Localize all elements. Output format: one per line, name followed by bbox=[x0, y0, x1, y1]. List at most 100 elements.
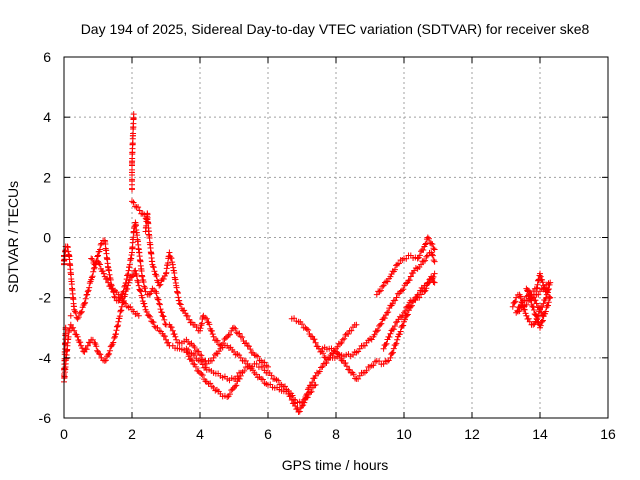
data-point bbox=[156, 282, 163, 289]
data-point bbox=[88, 274, 95, 281]
data-point bbox=[311, 336, 318, 343]
data-point bbox=[181, 307, 188, 314]
data-point bbox=[523, 312, 530, 319]
data-point bbox=[135, 204, 142, 211]
data-point bbox=[545, 299, 552, 306]
data-point bbox=[254, 353, 261, 360]
data-point bbox=[165, 339, 172, 346]
data-point bbox=[348, 327, 355, 334]
data-point bbox=[99, 268, 106, 275]
data-point bbox=[383, 340, 390, 347]
data-point bbox=[239, 334, 246, 341]
data-point bbox=[538, 309, 545, 316]
data-point bbox=[407, 273, 414, 280]
data-point bbox=[422, 257, 429, 264]
x-tick-label: 16 bbox=[600, 426, 616, 442]
data-point bbox=[153, 290, 160, 297]
data-point bbox=[389, 349, 396, 356]
data-point bbox=[429, 252, 436, 259]
data-point bbox=[543, 304, 550, 311]
data-point bbox=[429, 251, 436, 258]
data-point bbox=[546, 295, 553, 302]
data-point bbox=[319, 363, 326, 370]
data-point bbox=[311, 382, 318, 389]
data-point bbox=[126, 277, 133, 284]
data-point bbox=[186, 316, 193, 323]
data-point bbox=[428, 240, 435, 247]
data-point bbox=[259, 376, 266, 383]
data-point bbox=[250, 367, 257, 374]
data-point bbox=[389, 300, 396, 307]
data-point bbox=[421, 288, 428, 295]
data-point bbox=[380, 282, 387, 289]
x-axis-label: GPS time / hours bbox=[282, 457, 389, 473]
data-point bbox=[71, 327, 78, 334]
data-point bbox=[162, 320, 169, 327]
data-point bbox=[517, 303, 524, 310]
data-point bbox=[528, 302, 535, 309]
data-point bbox=[541, 284, 548, 291]
data-point bbox=[159, 312, 166, 319]
data-point bbox=[129, 273, 135, 280]
data-point bbox=[91, 339, 98, 346]
y-tick-label: 2 bbox=[43, 169, 51, 185]
data-point bbox=[418, 261, 424, 268]
data-point bbox=[295, 408, 302, 415]
data-point bbox=[539, 312, 546, 319]
data-point bbox=[309, 379, 316, 386]
data-point bbox=[396, 331, 403, 338]
data-point bbox=[342, 331, 349, 338]
data-point bbox=[232, 383, 239, 390]
data-point bbox=[301, 399, 308, 406]
data-point bbox=[423, 253, 430, 260]
data-point bbox=[399, 312, 406, 319]
data-point bbox=[90, 268, 97, 275]
data-point bbox=[420, 247, 427, 254]
data-point bbox=[191, 344, 198, 351]
data-point bbox=[105, 351, 112, 358]
data-point bbox=[190, 360, 197, 367]
data-point bbox=[66, 327, 73, 334]
data-point bbox=[304, 386, 311, 393]
data-point bbox=[84, 291, 91, 298]
data-point bbox=[101, 357, 108, 364]
data-point bbox=[342, 359, 349, 366]
y-tick-label: 0 bbox=[43, 230, 51, 246]
data-point bbox=[150, 319, 157, 326]
data-point bbox=[307, 333, 314, 340]
data-point bbox=[82, 299, 89, 306]
data-point bbox=[130, 199, 137, 206]
data-point bbox=[387, 354, 394, 361]
data-point bbox=[84, 342, 91, 349]
data-point bbox=[400, 286, 407, 293]
data-point bbox=[394, 336, 401, 343]
data-point bbox=[206, 321, 213, 328]
data-point bbox=[312, 381, 319, 388]
x-tick-label: 4 bbox=[196, 426, 204, 442]
x-tick-label: 2 bbox=[128, 426, 136, 442]
data-point bbox=[253, 371, 260, 378]
data-point bbox=[70, 324, 77, 331]
data-point bbox=[547, 294, 554, 301]
data-point bbox=[373, 291, 380, 298]
data-point bbox=[110, 339, 117, 346]
data-point bbox=[226, 391, 233, 398]
data-point bbox=[395, 260, 402, 267]
data-point bbox=[90, 265, 97, 272]
data-point bbox=[211, 351, 218, 358]
data-point bbox=[153, 272, 160, 279]
data-point bbox=[540, 300, 547, 307]
data-point bbox=[244, 360, 251, 367]
data-point bbox=[120, 288, 127, 295]
data-point bbox=[405, 303, 412, 310]
data-point bbox=[533, 316, 540, 323]
data-point bbox=[143, 308, 150, 315]
data-point bbox=[526, 318, 533, 325]
data-point bbox=[120, 299, 127, 306]
data-point bbox=[408, 302, 415, 309]
data-point bbox=[199, 361, 206, 368]
data-point bbox=[222, 334, 229, 341]
data-point bbox=[361, 342, 368, 349]
data-point bbox=[376, 358, 383, 365]
